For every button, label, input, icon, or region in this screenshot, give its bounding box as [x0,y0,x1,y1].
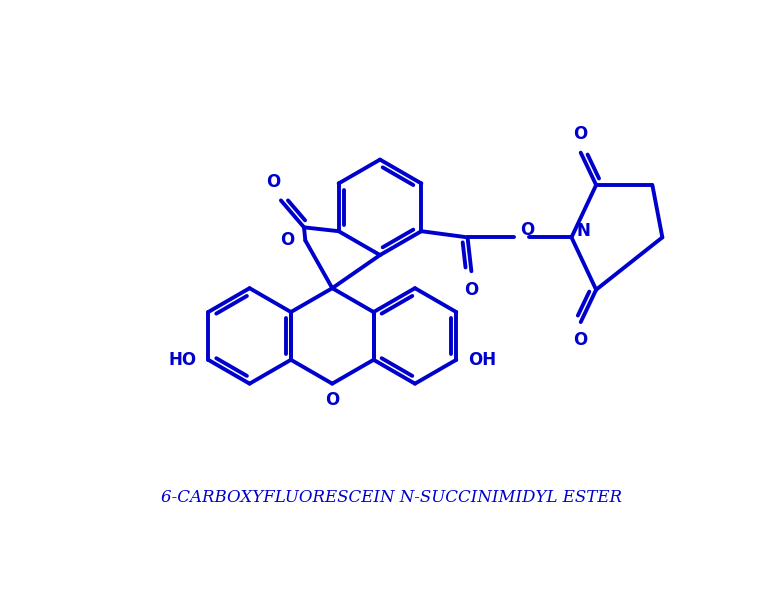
Text: O: O [574,332,588,349]
Text: O: O [520,221,534,239]
Text: 6-CARBOXYFLUORESCEIN N-SUCCINIMIDYL ESTER: 6-CARBOXYFLUORESCEIN N-SUCCINIMIDYL ESTE… [161,489,622,506]
Text: O: O [574,126,588,143]
Text: O: O [465,281,478,299]
Text: HO: HO [169,351,196,369]
Text: O: O [325,391,339,409]
Text: OH: OH [468,351,496,369]
Text: O: O [280,231,295,249]
Text: O: O [266,173,280,191]
Text: N: N [576,222,590,240]
